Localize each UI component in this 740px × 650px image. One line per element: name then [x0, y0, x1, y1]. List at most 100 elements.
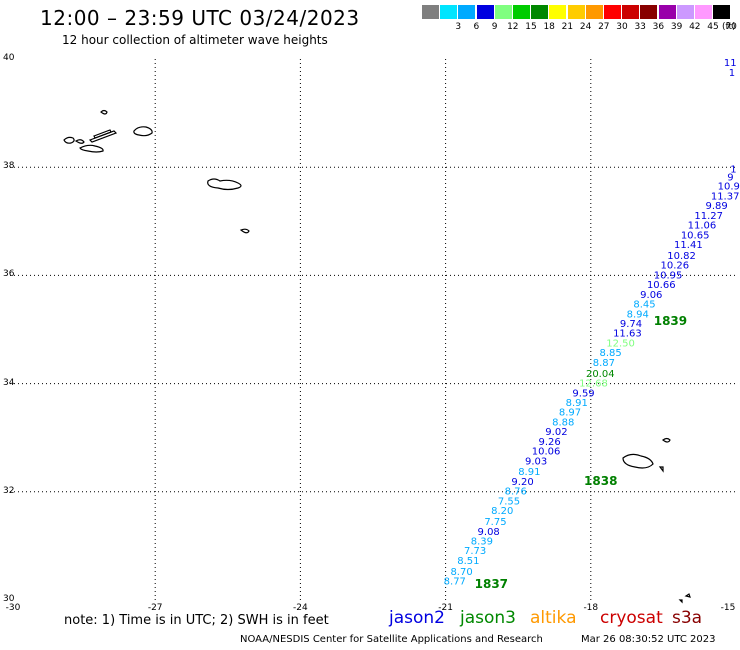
- wave-height-value: 12.50: [606, 338, 635, 349]
- colorbar-unit: (ft): [722, 22, 736, 32]
- colorbar-label: 15: [525, 22, 537, 32]
- colorbar-swatch: [622, 5, 640, 19]
- wave-height-value: 9.89: [706, 201, 728, 212]
- wave-height-value: 10.06: [532, 447, 561, 458]
- colorbar-label: 30: [616, 22, 628, 32]
- wave-height-value: 11.06: [688, 221, 717, 232]
- colorbar-label: 39: [670, 22, 683, 32]
- colorbar-swatch: [458, 5, 476, 19]
- colorbar-label: 12: [507, 22, 519, 32]
- island-fragment-2: [678, 599, 683, 604]
- wave-height-value: 8.70: [450, 567, 472, 578]
- legend-entry: cryosat: [600, 608, 663, 628]
- island-graciosa: [93, 129, 112, 139]
- wave-height-value: 7.73: [464, 546, 486, 557]
- colorbar-swatch: [531, 5, 549, 19]
- colorbar-swatch: [476, 5, 494, 19]
- wave-height-value: 9.59: [572, 388, 594, 399]
- lat-tick-label: 38: [3, 161, 15, 172]
- island-santa-maria: [239, 228, 250, 234]
- colorbar-swatch: [604, 5, 621, 19]
- pass-label: 1839: [654, 314, 687, 328]
- wave-height-value: 1: [729, 68, 735, 79]
- colorbar-label: 3: [455, 22, 462, 32]
- wave-height-value: 1: [730, 164, 736, 175]
- pass-labels: 1839 1838 1837: [475, 314, 687, 591]
- wave-height-value: 10.66: [647, 280, 676, 291]
- wave-height-value: 8.39: [471, 536, 493, 547]
- wave-height-value: 8.51: [457, 556, 479, 567]
- colorbar-swatch: [713, 5, 731, 19]
- wave-height-value: 8.45: [633, 300, 655, 311]
- wave-height-value: 9.06: [640, 290, 662, 301]
- wave-height-value: 10.65: [681, 230, 710, 241]
- wave-height-value: 8.20: [491, 506, 513, 517]
- pass-label: 1838: [584, 474, 617, 488]
- wave-height-value: 8.76: [505, 487, 527, 498]
- island-desertas: [658, 466, 664, 473]
- pass-label: 1837: [475, 577, 508, 591]
- wave-height-value: 7.75: [484, 517, 506, 528]
- island-madeira: [622, 453, 654, 469]
- colorbar-label: 6: [473, 22, 480, 32]
- colorbar-label: 18: [543, 22, 555, 32]
- colorbar-label: 33: [634, 22, 646, 32]
- wave-height-value: 11: [724, 58, 737, 69]
- wave-height-value: 8.87: [593, 358, 615, 369]
- lon-tick-label: -30: [5, 603, 21, 613]
- wave-height-value: 10.26: [660, 261, 689, 272]
- island-pico: [79, 144, 104, 153]
- wave-height-value: 9.74: [620, 319, 642, 330]
- colorbar-swatch: [567, 5, 585, 19]
- map-grid: [10, 59, 736, 600]
- lon-tick-label: -21: [438, 603, 453, 613]
- wave-height-value: 8.91: [566, 398, 588, 409]
- footer-timestamp: Mar 26 08:30:52 UTC 2023: [581, 634, 716, 645]
- lat-tick-label: 30: [3, 594, 15, 604]
- wave-height-value: 11.41: [674, 240, 703, 251]
- wave-height-value: 11.27: [694, 211, 723, 222]
- wave-height-value: 10.9: [718, 182, 740, 193]
- legend-entry: altika: [530, 608, 577, 628]
- islands: [63, 109, 691, 604]
- wave-height-value: 12.68: [579, 379, 608, 390]
- wave-height-value: 8.94: [627, 309, 649, 320]
- colorbar-swatch: [549, 5, 567, 19]
- lon-tick-label: -18: [583, 603, 599, 613]
- wave-height-value: 20.04: [586, 369, 615, 380]
- island-fragment: [684, 593, 691, 598]
- colorbar-label: 36: [652, 22, 665, 32]
- island-sao-miguel: [207, 178, 242, 191]
- colorbar-swatch: [585, 5, 603, 19]
- wave-height-value: 8.88: [552, 417, 574, 428]
- island-flores: [100, 109, 108, 115]
- wave-height-value: 10.95: [654, 270, 683, 281]
- wave-height-value: 7.55: [498, 496, 520, 507]
- observations: 1111910.911.379.8911.2711.0610.6511.4110…: [444, 58, 740, 587]
- colorbar-label: 42: [689, 22, 701, 32]
- wave-height-value: 9.26: [539, 437, 561, 448]
- legend-entry: jason3: [460, 608, 516, 628]
- wave-height-value: 8.91: [518, 467, 540, 478]
- wave-height-value: 9.02: [545, 427, 567, 438]
- wave-height-value: 10.82: [667, 251, 696, 262]
- island-porto-santo: [662, 437, 671, 443]
- lon-tick-label: -24: [293, 603, 308, 613]
- colorbar-label: 24: [579, 22, 592, 32]
- wave-height-value: 9.20: [511, 477, 533, 488]
- wave-height-value: 8.85: [600, 348, 622, 359]
- colorbar-label: 45: [707, 22, 719, 32]
- lat-tick-label: 36: [3, 269, 15, 280]
- lon-tick-label: -15: [720, 603, 736, 613]
- footer-credit: NOAA/NESDIS Center for Satellite Applica…: [240, 634, 543, 645]
- island-faial: [74, 139, 85, 144]
- colorbar-swatch: [513, 5, 530, 19]
- colorbar-label: 27: [598, 22, 610, 32]
- legend-entry: jason2: [389, 608, 445, 628]
- wave-height-value: 11.37: [711, 191, 740, 202]
- colorbar-swatch: [658, 5, 676, 19]
- island-corvo: [63, 136, 75, 144]
- legend-entry: s3a: [672, 608, 703, 628]
- colorbar-label: 70: [725, 22, 737, 32]
